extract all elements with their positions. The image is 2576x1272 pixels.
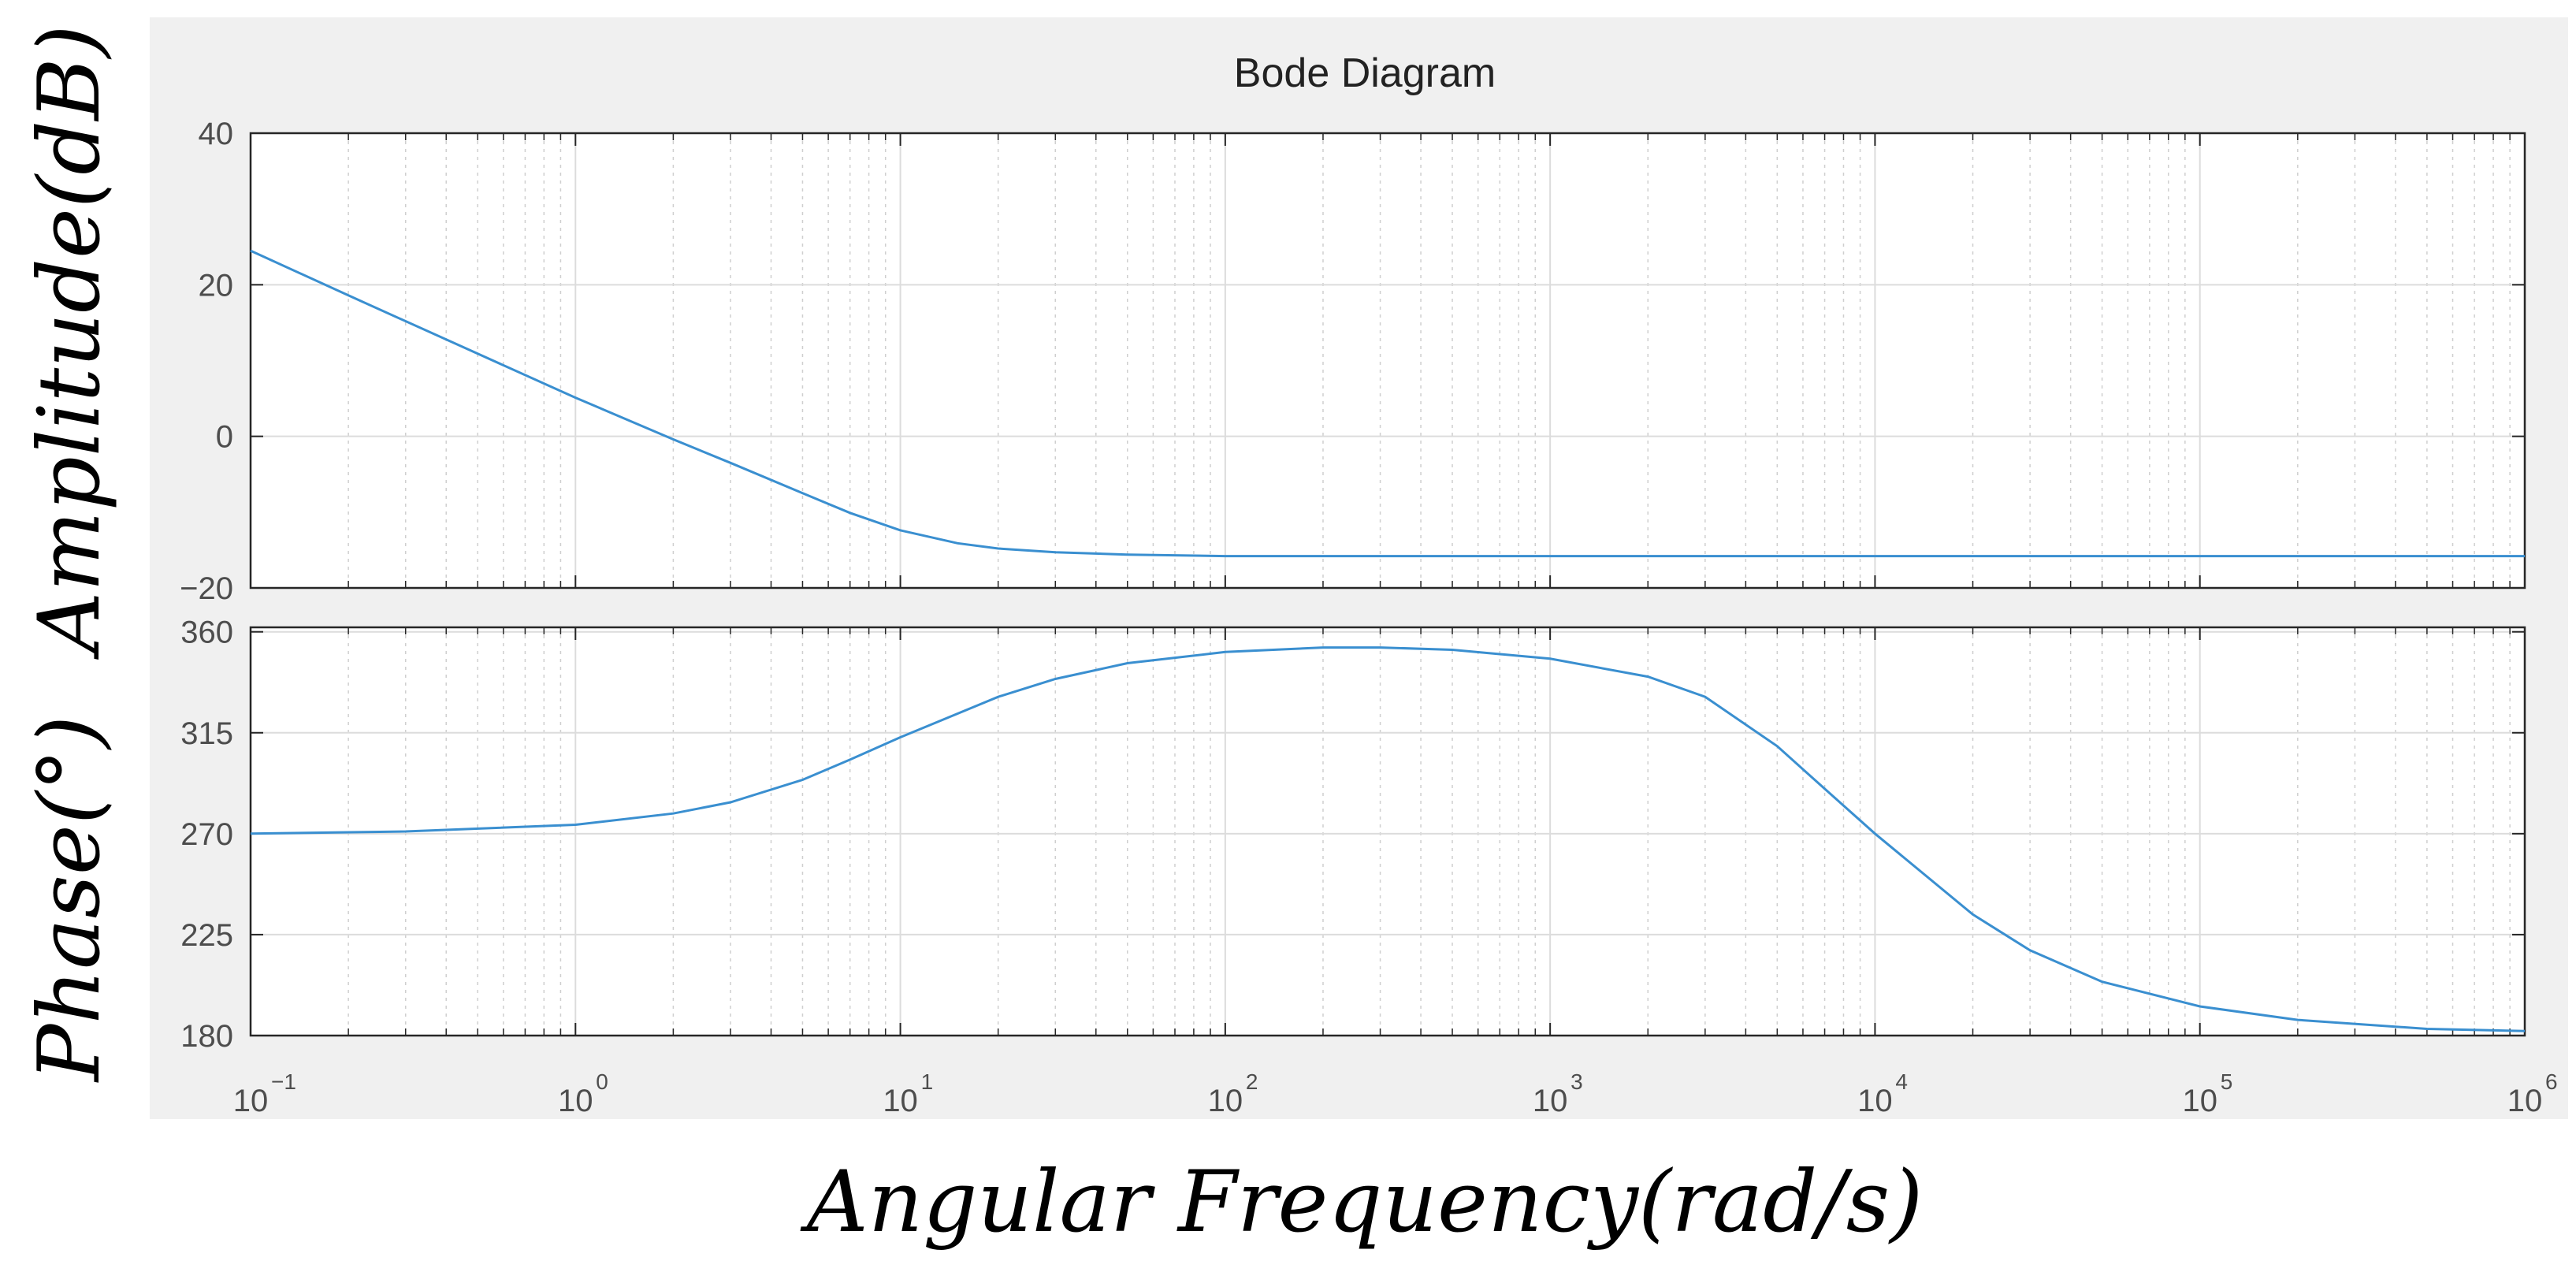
y-tick-label: −20 <box>180 571 233 606</box>
x-tick-label: 101 <box>883 1069 933 1118</box>
amplitude-y-tick-labels: −20 0 20 40 <box>180 117 233 606</box>
x-tick-exponent: 6 <box>2545 1069 2558 1094</box>
phase-axes-frame <box>249 626 2526 1037</box>
x-tick-exponent: 1 <box>921 1069 934 1094</box>
phase-line <box>250 646 2526 1032</box>
amplitude-line <box>250 249 2525 558</box>
x-tick-base: 10 <box>883 1084 918 1118</box>
y-tick-label: 40 <box>199 117 234 151</box>
amplitude-axis-title: Amplitude(dB) <box>20 24 119 660</box>
x-tick-base: 10 <box>2182 1084 2217 1118</box>
x-tick-label: 106 <box>2507 1069 2558 1118</box>
phase-grid <box>250 627 2526 1036</box>
x-tick-base: 10 <box>2507 1084 2543 1118</box>
x-tick-exponent: 3 <box>1571 1069 1583 1094</box>
phase-axis-title: Phase(°) <box>20 716 119 1083</box>
y-tick-label: 225 <box>180 918 233 953</box>
y-tick-label: 20 <box>199 268 234 303</box>
x-tick-base: 10 <box>1208 1084 1243 1118</box>
x-tick-label: 100 <box>558 1069 608 1118</box>
x-tick-label: 104 <box>1857 1069 1908 1118</box>
phase-y-tick-labels: 180 225 270 315 360 <box>180 616 233 1054</box>
x-tick-exponent: −1 <box>271 1069 296 1094</box>
y-tick-label: 315 <box>180 716 233 751</box>
x-tick-base: 10 <box>1533 1084 1568 1118</box>
x-axis-title: Angular Frequency(rad/s) <box>800 1153 1924 1252</box>
x-tick-exponent: 2 <box>1246 1069 1258 1094</box>
y-tick-label: 360 <box>180 616 233 650</box>
x-tick-base: 10 <box>1857 1084 1893 1118</box>
phase-axes-background <box>251 627 2525 1036</box>
x-tick-exponent: 5 <box>2221 1069 2233 1094</box>
x-tick-base: 10 <box>233 1084 269 1118</box>
x-tick-base: 10 <box>558 1084 593 1118</box>
x-tick-exponent: 0 <box>596 1069 608 1094</box>
phase-panel: 180 225 270 315 360 <box>180 616 2526 1054</box>
x-tick-label: 10−1 <box>233 1069 296 1118</box>
chart-title: Bode Diagram <box>1234 50 1496 96</box>
amplitude-axes-background <box>251 133 2525 588</box>
amplitude-axes-frame <box>249 132 2526 590</box>
y-tick-label: 180 <box>180 1019 233 1054</box>
x-tick-exponent: 4 <box>1895 1069 1908 1094</box>
x-tick-label: 103 <box>1533 1069 1583 1118</box>
amplitude-panel: −20 0 20 40 <box>180 117 2526 606</box>
y-tick-label: 270 <box>180 817 233 852</box>
x-tick-label: 105 <box>2182 1069 2232 1118</box>
y-tick-label: 0 <box>216 420 233 455</box>
x-tick-label: 102 <box>1208 1069 1258 1118</box>
